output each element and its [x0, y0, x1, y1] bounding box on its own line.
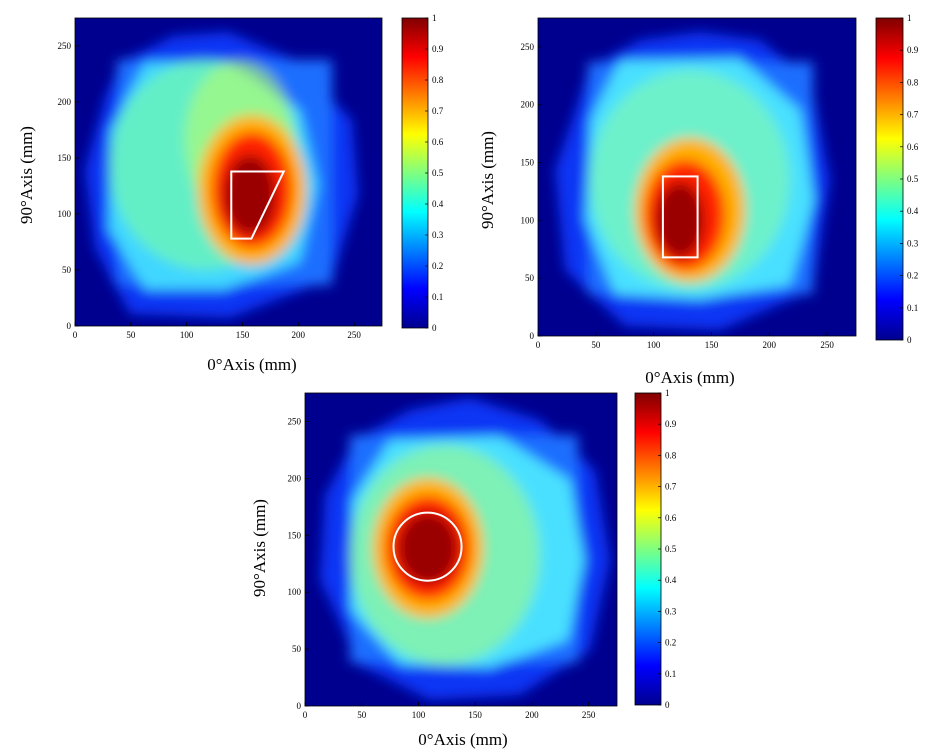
- plot-frame-3: [304, 392, 618, 707]
- colorbar-tick-label: 0.2: [432, 261, 443, 271]
- hot-spot-outline-2: [661, 175, 699, 259]
- x-axis-label-3: 0°Axis (mm): [418, 730, 507, 749]
- colorbar-tick-label: 0.2: [665, 638, 676, 648]
- colorbar-tick-label: 0.3: [432, 230, 444, 240]
- y-tick-label: 100: [521, 215, 535, 225]
- colorbar-1: [401, 17, 429, 329]
- colorbar-tick-label: 0.1: [907, 303, 918, 313]
- x-tick-label: 0: [73, 330, 78, 340]
- colorbar-tick-label: 0: [432, 323, 437, 333]
- heatmap-panel-3: 0 50 100 150 200 250 0 50 100 150 200 250: [288, 392, 618, 720]
- hot-spot-outline-3: [392, 511, 463, 582]
- x-tick-label: 50: [591, 340, 601, 350]
- y-tick-label: 0: [530, 331, 535, 341]
- x-tick-label: 150: [468, 710, 482, 720]
- y-tick-label: 0: [67, 321, 72, 331]
- colorbar-tick-label: 0.6: [907, 142, 919, 152]
- hot-core-3: [398, 512, 458, 584]
- x-tick-label: 50: [357, 710, 367, 720]
- colorbar-tick-label: 0.5: [665, 544, 677, 554]
- x-tick-label: 0: [303, 710, 308, 720]
- y-tick-label: 150: [521, 158, 535, 168]
- y-axis-label-1: 90°Axis (mm): [17, 126, 36, 224]
- x-tick-label: 100: [647, 340, 661, 350]
- y-tick-label: 250: [58, 41, 72, 51]
- colorbar-tick-label: 0.1: [665, 669, 676, 679]
- colorbar-tick-label: 0.5: [432, 168, 444, 178]
- y-axis-label-3: 90°Axis (mm): [250, 499, 269, 597]
- y-tick-label: 200: [521, 100, 535, 110]
- y-tick-label: 150: [58, 153, 72, 163]
- y-tick-label: 50: [62, 265, 72, 275]
- colorbar-tick-label: 0: [907, 335, 912, 345]
- colorbar-tick-label: 0.7: [432, 106, 444, 116]
- colorbar-tick-label: 0.8: [665, 450, 677, 460]
- y-tick-label: 200: [288, 473, 302, 483]
- x-tick-label: 150: [236, 330, 250, 340]
- x-axis-label-1: 0°Axis (mm): [207, 355, 296, 374]
- colorbar-tick-label: 0.7: [907, 110, 919, 120]
- colorbar-tick-label: 0.3: [907, 238, 919, 248]
- y-tick-label: 250: [288, 416, 302, 426]
- plot-frame-1: [74, 17, 383, 327]
- x-tick-label: 50: [126, 330, 136, 340]
- colorbar-2: [875, 17, 904, 341]
- y-tick-label: 50: [292, 644, 302, 654]
- x-tick-label: 100: [180, 330, 194, 340]
- colorbar-3: [634, 392, 662, 706]
- colorbar-tick-label: 0.8: [907, 77, 919, 87]
- colorbar-tick-label: 1: [432, 13, 437, 23]
- colorbar-tick-label: 0: [665, 700, 670, 710]
- colorbar-tick-label: 0.9: [907, 45, 919, 55]
- x-axis-label-2: 0°Axis (mm): [645, 368, 734, 387]
- colorbar-tick-label: 0.9: [432, 44, 444, 54]
- x-tick-label: 100: [412, 710, 426, 720]
- x-tick-label: 200: [292, 330, 306, 340]
- plot-frame-2: [537, 17, 857, 337]
- colorbar-tick-label: 1: [665, 388, 670, 398]
- x-tick-label: 250: [820, 340, 834, 350]
- colorbar-tick-label: 0.9: [665, 419, 677, 429]
- heatmap-panel-1: 0 50 100 150 200 250 0 50 100 150 200 250: [58, 17, 383, 340]
- colorbar-tick-label: 0.5: [907, 174, 919, 184]
- y-axis-label-2: 90°Axis (mm): [478, 131, 497, 229]
- colorbar-tick-label: 0.6: [432, 137, 444, 147]
- colorbar-tick-label: 0.8: [432, 75, 444, 85]
- colorbar-tick-label: 0.2: [907, 271, 918, 281]
- y-tick-label: 0: [297, 701, 302, 711]
- colorbar-tick-label: 0.4: [432, 199, 444, 209]
- x-tick-label: 150: [705, 340, 719, 350]
- colorbar-tick-label: 0.1: [432, 292, 443, 302]
- colorbar-tick-label: 0.4: [665, 575, 677, 585]
- y-tick-label: 200: [58, 97, 72, 107]
- x-tick-label: 200: [763, 340, 777, 350]
- y-tick-label: 50: [525, 273, 535, 283]
- colorbar-tick-label: 1: [907, 13, 912, 23]
- hot-core-2: [656, 182, 704, 258]
- colorbar-tick-label: 0.4: [907, 206, 919, 216]
- heatmap-panel-2: 0 50 100 150 200 250 0 50 100 150 200 250: [521, 17, 857, 350]
- hot-spot-outline-1: [230, 170, 286, 240]
- colorbar-tick-label: 0.7: [665, 482, 677, 492]
- x-tick-label: 250: [582, 710, 596, 720]
- y-tick-label: 100: [58, 209, 72, 219]
- x-tick-label: 200: [525, 710, 539, 720]
- colorbar-tick-label: 0.3: [665, 606, 677, 616]
- y-tick-label: 250: [521, 42, 535, 52]
- colorbar-tick-label: 0.6: [665, 513, 677, 523]
- y-tick-label: 100: [288, 587, 302, 597]
- x-tick-label: 0: [536, 340, 541, 350]
- x-tick-label: 250: [347, 330, 361, 340]
- y-tick-label: 150: [288, 530, 302, 540]
